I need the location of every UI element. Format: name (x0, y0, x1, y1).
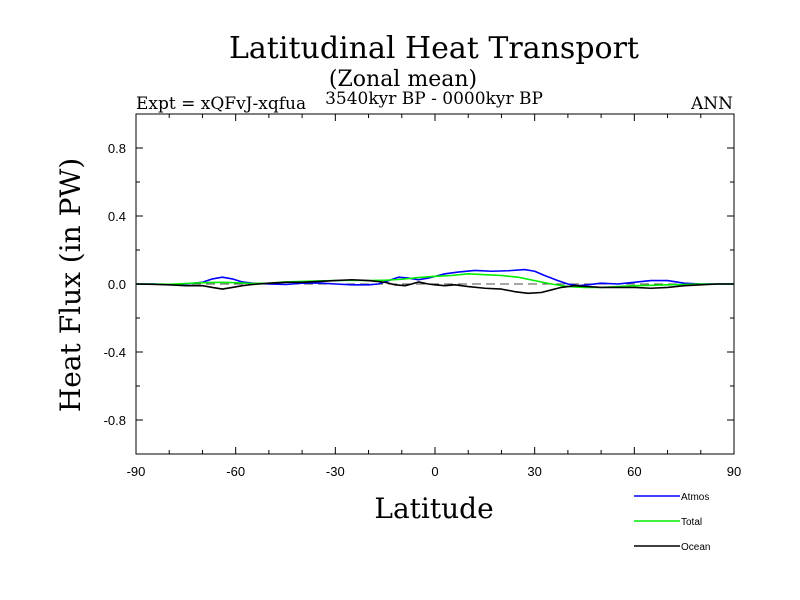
legend-label-atmos: Atmos (681, 492, 709, 503)
series-line-ocean (135, 278, 734, 295)
x-tick-label: 60 (627, 464, 641, 479)
x-axis-ticks: -90 -60 -30 0 30 60 90 (127, 114, 741, 479)
series-line-total (136, 273, 734, 289)
y-axis-label: Heat Flux (in PW) (54, 158, 87, 412)
y-tick-label: -0.8 (104, 413, 126, 428)
y-tick-label: 0.4 (108, 209, 126, 224)
x-tick-label: -30 (326, 464, 345, 479)
legend: Atmos Total Ocean (634, 492, 710, 553)
period-label: 3540kyr BP - 0000kyr BP (325, 89, 543, 109)
expt-label: Expt = xQFvJ-xqfua (136, 94, 306, 114)
x-tick-label: 30 (527, 464, 541, 479)
season-label: ANN (690, 94, 733, 114)
legend-label-total: Total (681, 517, 702, 528)
x-tick-label: 0 (431, 464, 438, 479)
y-tick-label: -0.4 (104, 345, 126, 360)
y-tick-label: 0.8 (108, 141, 126, 156)
series-lines (135, 268, 734, 295)
chart-title: Latitudinal Heat Transport (229, 31, 639, 66)
x-axis-label: Latitude (374, 492, 493, 525)
y-tick-label: 0.0 (108, 277, 126, 292)
chart-subtitle: (Zonal mean) (329, 67, 477, 92)
x-tick-label: 90 (727, 464, 741, 479)
series-line-atmos (136, 268, 734, 287)
x-tick-label: -90 (127, 464, 146, 479)
legend-label-ocean: Ocean (681, 542, 710, 553)
y-axis-ticks: 0.8 0.4 0.0 -0.4 -0.8 (104, 113, 734, 455)
x-tick-label: -60 (226, 464, 245, 479)
